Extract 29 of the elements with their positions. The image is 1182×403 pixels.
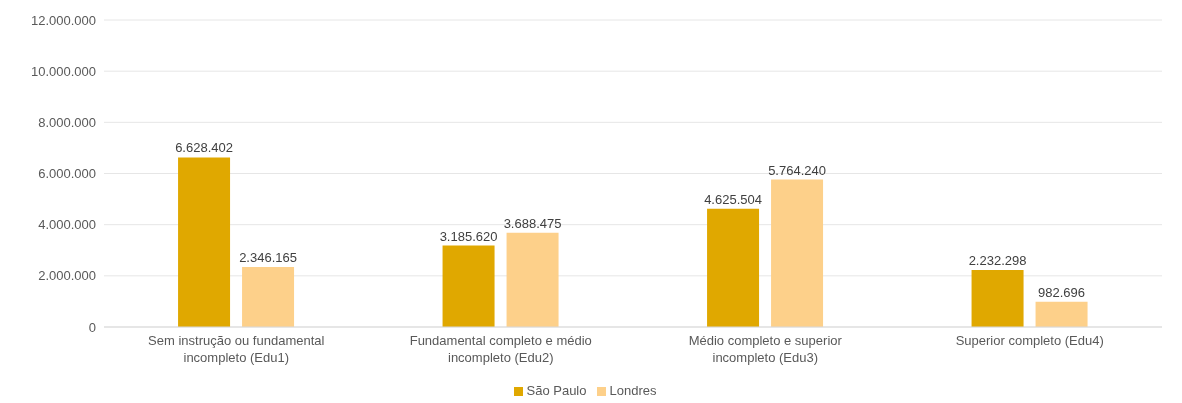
y-tick-label: 2.000.000 [38,268,96,284]
y-tick-label: 4.000.000 [38,217,96,233]
bar [442,245,495,327]
bar [771,179,824,327]
x-tick-label: Fundamental completo e médio incompleto (Edu2) [409,333,592,365]
bar [1035,301,1088,327]
data-label: 6.628.402 [175,140,233,156]
y-tick-label: 10.000.000 [30,63,96,79]
legend-label: São Paulo [526,383,587,398]
data-label: 5.764.240 [768,162,826,178]
x-tick-label: Sem instrução ou fundamental incompleto (Edu1) [148,333,325,365]
y-tick-label: 6.000.000 [38,166,96,182]
bar [506,232,559,327]
bar [707,208,760,327]
y-tick-label: 12.000.000 [30,12,96,28]
x-tick-label: Superior completo (Edu4) [955,333,1104,348]
bar [178,157,231,327]
data-label: 2.346.165 [239,249,297,265]
data-label: 3.688.475 [503,215,562,231]
bar [242,266,295,327]
y-tick-label: 8.000.000 [38,114,96,130]
x-tick-label: Médio completo e superior incompleto (Edu3) [688,333,843,365]
y-tick-label: 0 [88,319,96,335]
legend-label: Londres [609,383,657,398]
data-label: 4.625.504 [704,191,762,207]
data-label: 2.232.298 [968,252,1027,268]
data-label: 3.185.620 [439,228,498,244]
bar [971,269,1024,327]
data-label: 982.696 [1038,284,1086,300]
